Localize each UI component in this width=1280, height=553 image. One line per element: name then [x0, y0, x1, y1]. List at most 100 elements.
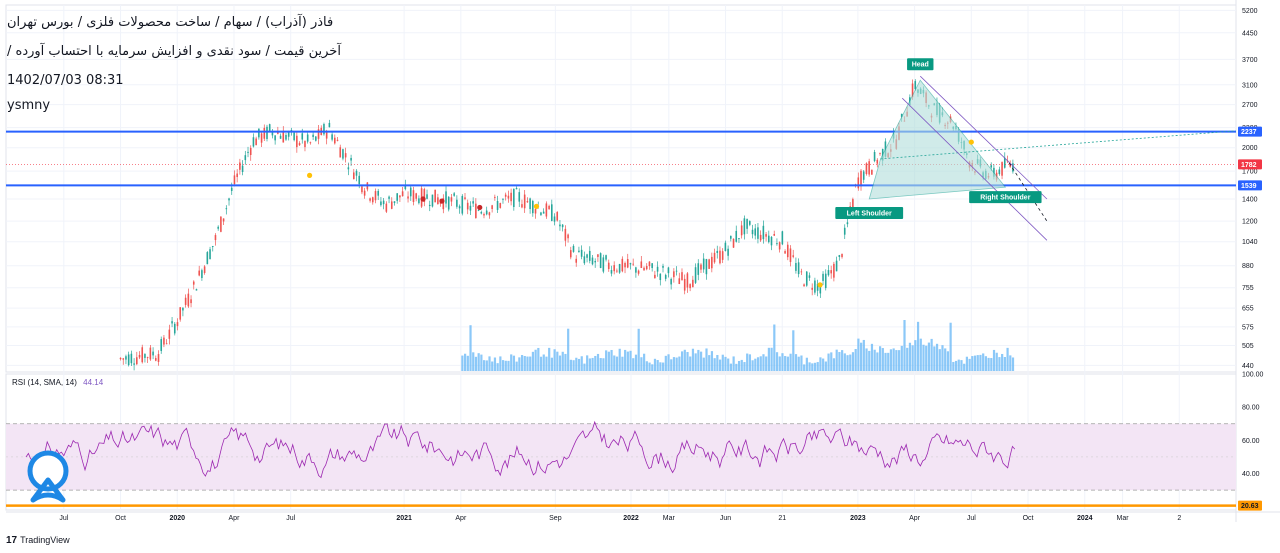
- chart-datetime: 1402/07/03 08:31: [7, 73, 124, 88]
- rsi-legend-value: 44.14: [83, 378, 104, 387]
- tradingview-logo[interactable]: 17 TradingView: [6, 535, 70, 546]
- candle-body: [450, 197, 453, 202]
- candle-body: [607, 262, 610, 270]
- candle-body: [800, 271, 803, 273]
- volume-bar: [740, 359, 743, 371]
- candle-body: [220, 216, 222, 232]
- candle-body: [211, 245, 214, 248]
- candle-body: [488, 212, 491, 216]
- volume-bar: [762, 354, 765, 371]
- candle-body: [803, 284, 805, 287]
- candle-body: [144, 354, 146, 358]
- volume-bar: [786, 356, 789, 371]
- volume-bar: [838, 352, 841, 371]
- candle-body: [358, 175, 361, 185]
- pattern-label: Right Shoulder: [980, 195, 1030, 202]
- volume-bar: [634, 354, 638, 371]
- volume-bar: [732, 356, 735, 371]
- candle-body: [814, 280, 816, 293]
- volume-bar: [550, 357, 554, 371]
- candle-body: [399, 195, 401, 198]
- candle-body: [518, 192, 521, 202]
- candle-body: [711, 256, 713, 269]
- volume-bar: [482, 360, 486, 371]
- volume-bar: [792, 330, 795, 371]
- candle-body: [664, 274, 667, 279]
- candle-body: [708, 259, 710, 269]
- candle-body: [1003, 157, 1006, 168]
- volume-bar: [916, 321, 920, 371]
- volume-bar: [957, 359, 960, 371]
- candle-body: [312, 134, 314, 137]
- volume-bar: [645, 361, 648, 371]
- volume-bar: [930, 338, 933, 371]
- candle-body: [268, 124, 271, 131]
- candle-body: [334, 137, 336, 144]
- candle-body: [184, 297, 187, 305]
- volume-bar: [577, 358, 581, 371]
- candle-body: [730, 235, 732, 239]
- time-tick-label: Oct: [115, 515, 126, 522]
- volume-bar: [472, 352, 475, 371]
- candle-body: [762, 225, 765, 240]
- candle-body: [713, 252, 716, 263]
- candle-body: [130, 353, 133, 364]
- candle-body: [681, 272, 683, 281]
- volume-bar: [813, 362, 817, 371]
- time-tick-label: Jul: [59, 515, 68, 522]
- volume-bar: [979, 354, 982, 371]
- volume-bar: [987, 357, 990, 371]
- candle-body: [784, 251, 786, 254]
- volume-bar: [686, 352, 689, 371]
- volume-bar: [824, 361, 827, 371]
- candle-body: [388, 196, 390, 199]
- volume-bar: [770, 347, 773, 371]
- volume-bar: [960, 360, 963, 371]
- time-tick-label: 2: [1177, 515, 1181, 522]
- candle-body: [374, 191, 377, 201]
- volume-bar: [1003, 356, 1006, 371]
- time-tick-label: 2023: [850, 515, 866, 522]
- rsi-value-label-bg: [1238, 500, 1262, 511]
- candle-body: [545, 203, 548, 217]
- price-tick-label: 1700: [1242, 169, 1258, 176]
- volume-bar: [922, 344, 925, 371]
- rsi-line: [25, 420, 1016, 479]
- candle-body: [442, 198, 445, 210]
- volume-bar: [702, 357, 705, 371]
- candle-body: [138, 354, 141, 358]
- volume-bar: [944, 348, 947, 371]
- candle-body: [746, 218, 748, 229]
- candle-body: [822, 273, 824, 281]
- volume-bar: [710, 351, 714, 371]
- candle-body: [152, 351, 154, 356]
- candle-body: [315, 136, 317, 141]
- time-tick-label: Jun: [720, 515, 731, 522]
- volume-bar: [724, 356, 727, 371]
- candle-body: [258, 128, 260, 138]
- volume-bar: [659, 362, 662, 371]
- volume-bar: [830, 352, 833, 371]
- candle-body: [645, 266, 648, 270]
- candle-body: [716, 250, 719, 253]
- candle-body: [434, 189, 436, 203]
- volume-bar: [995, 352, 998, 371]
- volume-bar: [884, 352, 887, 371]
- candle-body: [255, 138, 257, 146]
- candle-body: [154, 358, 157, 361]
- candle-body: [743, 218, 746, 235]
- candle-body: [843, 227, 846, 235]
- candle-body: [580, 249, 583, 257]
- candle-body: [871, 169, 873, 175]
- candle-body: [521, 204, 523, 208]
- volume-bar: [971, 356, 974, 371]
- candle-body: [868, 161, 870, 175]
- candle-body: [548, 205, 550, 210]
- rsi-legend[interactable]: RSI (14, SMA, 14) 44.14: [12, 378, 103, 387]
- time-tick-label: Mar: [1117, 515, 1130, 522]
- candle-body: [795, 263, 797, 271]
- volume-bar: [667, 354, 670, 371]
- candle-body: [222, 218, 225, 222]
- candle-body: [597, 254, 599, 257]
